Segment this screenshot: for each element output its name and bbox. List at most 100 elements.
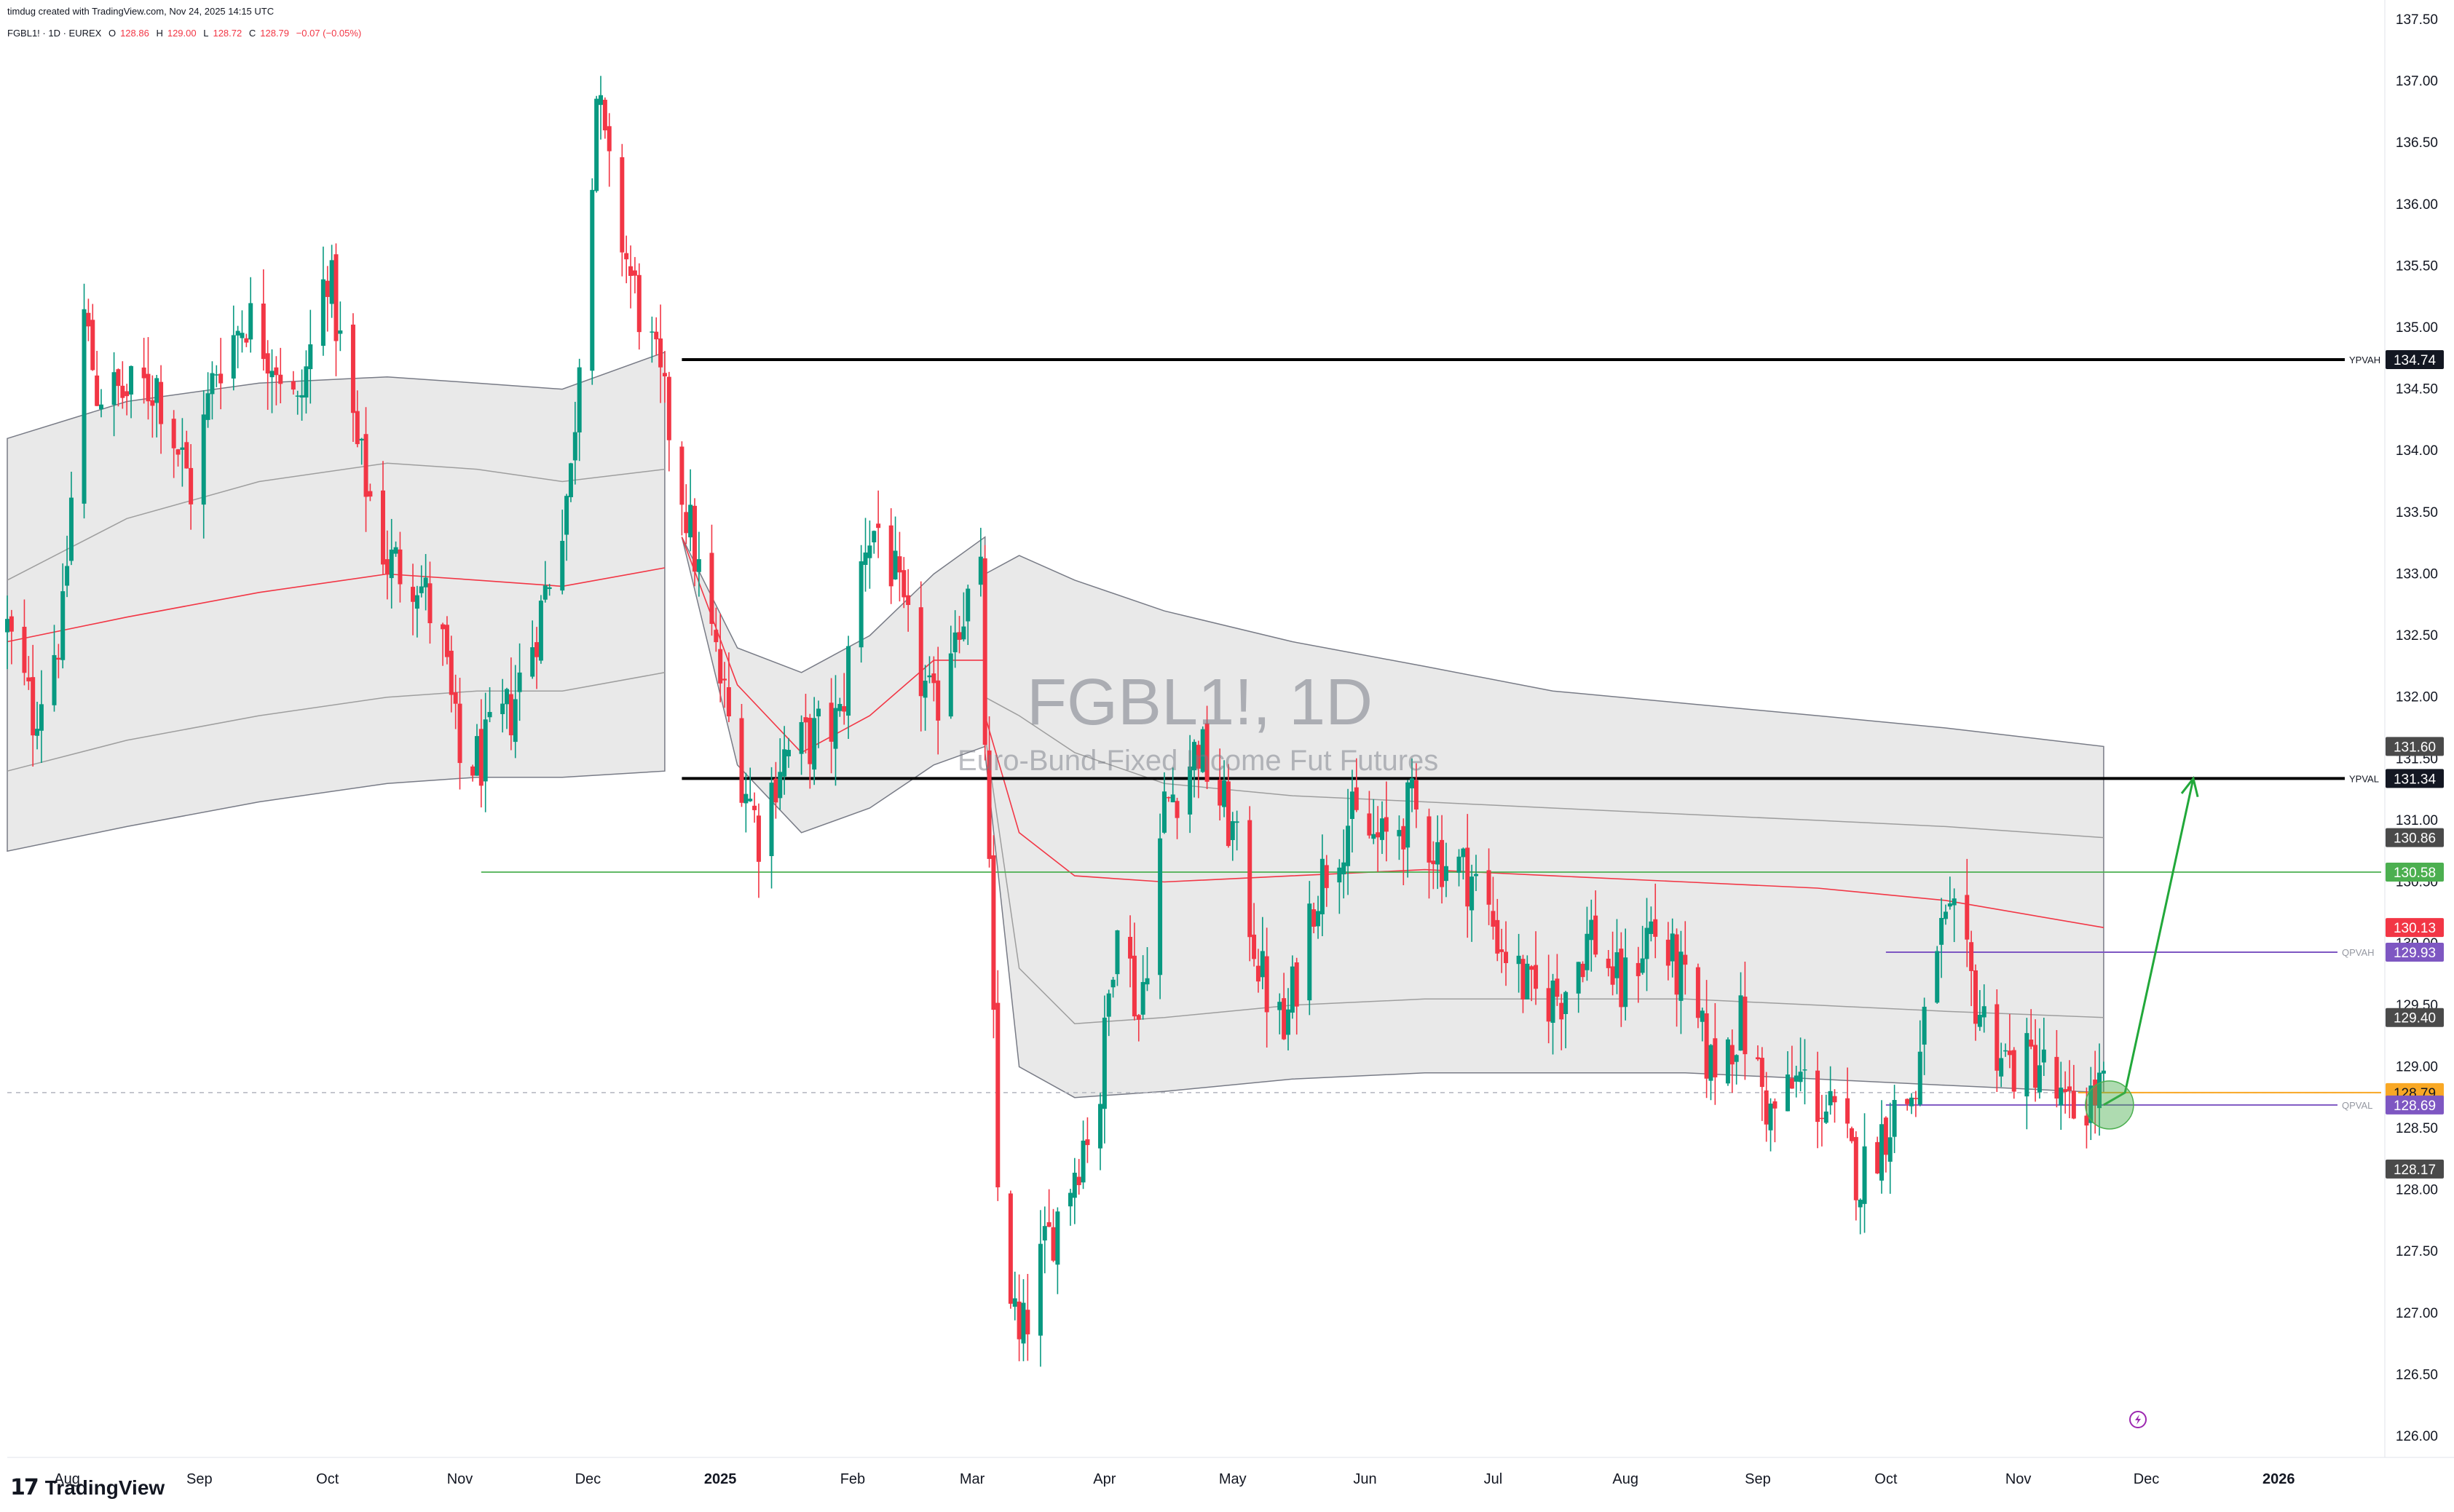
x-tick-label: Oct: [1874, 1471, 1898, 1487]
candle-body: [505, 689, 510, 705]
candle-280: [1674, 928, 1679, 1027]
candle-body: [1443, 866, 1448, 882]
candle-body: [411, 587, 416, 602]
candle-181: [1081, 1120, 1086, 1190]
candle-108: [650, 316, 655, 363]
candle-body: [1786, 1074, 1790, 1112]
candle-body: [111, 372, 117, 405]
tradingview-logo[interactable]: 17 TradingView: [10, 1475, 165, 1500]
candle-170: [1017, 1274, 1022, 1361]
candle-311: [1858, 1198, 1863, 1235]
x-tick-label: Sep: [186, 1471, 213, 1487]
candle-body: [60, 591, 66, 660]
candle-body: [808, 718, 813, 764]
candle-body: [654, 331, 659, 340]
candle-body: [1922, 1006, 1927, 1045]
symbol-watermark: FGBL1!, 1D Euro-Bund-Fixed Income Fut Fu…: [958, 666, 1438, 777]
candle-230: [1376, 806, 1381, 872]
candle-body: [650, 331, 655, 333]
candle-body: [2037, 1065, 2042, 1093]
candle-body: [1534, 965, 1539, 989]
candle-345: [2063, 1071, 2068, 1114]
x-tick-label: Oct: [316, 1471, 339, 1487]
candle-body: [457, 703, 462, 764]
candle-135: [808, 713, 813, 789]
candle-body: [696, 559, 701, 572]
candle-body: [1098, 1104, 1103, 1149]
candle-body: [441, 624, 446, 630]
candle-319: [1909, 1093, 1914, 1115]
candle-body: [65, 566, 70, 586]
candle-117: [696, 531, 701, 597]
candle-body: [1610, 966, 1615, 985]
candle-body: [1965, 895, 1970, 940]
candle-94: [564, 494, 569, 561]
candle-body: [1376, 832, 1381, 838]
candle-312: [1862, 1113, 1867, 1233]
y-tick-label: 133.50: [2396, 505, 2438, 521]
candle-346: [2067, 1060, 2072, 1119]
candle-288: [1725, 1037, 1730, 1086]
candle-body: [957, 632, 962, 640]
x-tick-label: 2026: [2262, 1471, 2295, 1487]
projection-arrow: [2085, 776, 2199, 1130]
price-tag-130-86: 130.86: [2386, 828, 2444, 847]
candle-body: [218, 373, 224, 384]
candle-158: [948, 625, 953, 719]
candle-347: [2071, 1064, 2076, 1120]
candle-156: [931, 656, 936, 702]
candle-180: [1076, 1159, 1081, 1195]
candle-322: [1922, 997, 1927, 1075]
candle-124: [743, 772, 749, 833]
candle-50: [299, 369, 304, 421]
x-tick-label: Mar: [960, 1471, 985, 1487]
candle-303: [1815, 1051, 1820, 1149]
candle-42: [248, 277, 253, 353]
candle-body: [295, 395, 300, 397]
candle-244: [1461, 847, 1466, 880]
candle-51: [304, 350, 309, 414]
candle-173: [1038, 1210, 1043, 1367]
lightning-icon[interactable]: [2129, 1411, 2147, 1428]
candle-338: [2024, 1018, 2029, 1130]
x-tick-label: Jun: [1353, 1471, 1376, 1487]
candle-75: [449, 636, 454, 713]
candle-body: [1294, 962, 1299, 1007]
candle-body: [726, 686, 731, 717]
candle-260: [1555, 954, 1560, 1006]
candle-body: [859, 561, 864, 648]
candle-113: [679, 441, 684, 536]
candle-body: [1076, 1176, 1081, 1185]
candle-196: [1170, 767, 1175, 803]
candle-body: [1670, 933, 1675, 962]
candle-172: [1025, 1273, 1030, 1361]
candle-250: [1495, 898, 1500, 962]
candle-169: [1012, 1271, 1017, 1321]
candle-body: [171, 419, 176, 448]
candle-24: [146, 337, 151, 420]
candle-body: [931, 673, 936, 684]
y-tick-label: 136.50: [2396, 135, 2438, 151]
candle-23: [141, 338, 146, 404]
symbol-line[interactable]: FGBL1! · 1D · EUREX: [7, 28, 102, 39]
candle-body: [1858, 1200, 1863, 1208]
vwap-lower-inner-3: [984, 734, 2104, 1024]
candle-body: [1461, 848, 1466, 858]
candle-body: [1200, 729, 1205, 772]
candle-body: [1674, 934, 1679, 995]
candle-126: [752, 792, 757, 823]
candle-325: [1943, 904, 1948, 925]
candle-body: [1110, 979, 1116, 988]
candle-52: [308, 309, 313, 404]
candle-body: [146, 373, 151, 402]
x-tick-label: Jul: [1484, 1471, 1503, 1487]
candle-body: [1935, 951, 1940, 1003]
level-label-ypvah: YPVAH: [2349, 355, 2380, 365]
candle-195: [1166, 796, 1171, 802]
level-label-qpval: QPVAL: [2342, 1100, 2372, 1111]
candle-153: [918, 581, 923, 732]
candle-body: [2011, 1050, 2016, 1092]
y-tick-label: 137.50: [2396, 12, 2438, 28]
candle-body: [1384, 817, 1389, 832]
